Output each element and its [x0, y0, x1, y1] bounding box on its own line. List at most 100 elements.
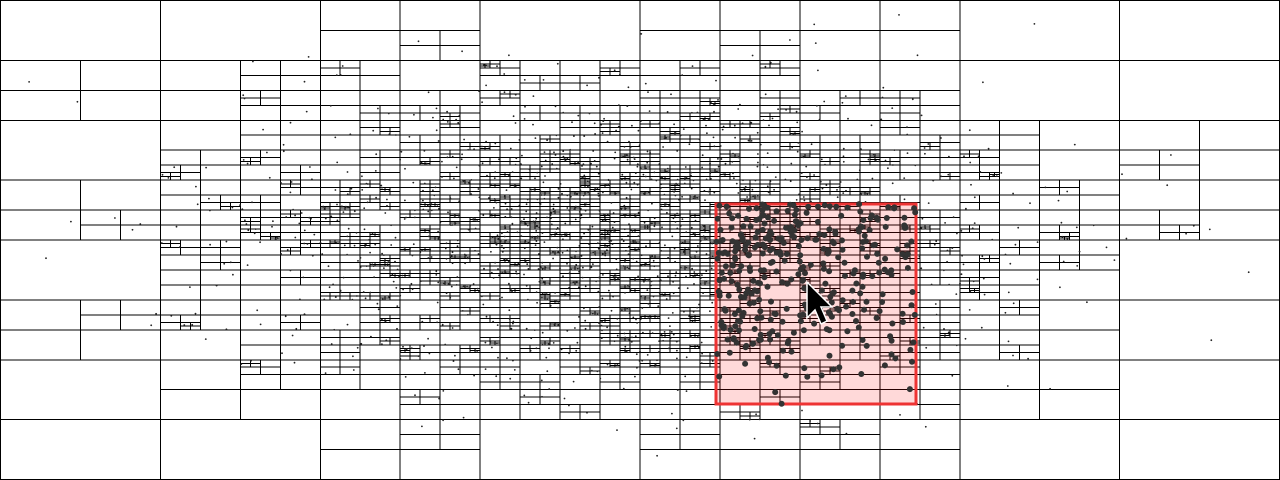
point: [300, 212, 303, 214]
point: [1166, 184, 1169, 187]
point: [903, 177, 906, 180]
point: [713, 110, 715, 113]
point: [403, 218, 406, 220]
selected-point: [777, 251, 784, 258]
point: [580, 255, 583, 257]
selected-point: [749, 340, 756, 347]
point: [557, 324, 560, 327]
point: [652, 259, 655, 262]
point: [580, 214, 583, 217]
selected-point: [756, 296, 763, 303]
point: [486, 174, 488, 177]
point: [160, 242, 163, 244]
point: [554, 292, 556, 294]
point: [308, 216, 311, 219]
point: [587, 228, 590, 231]
point: [573, 135, 575, 138]
point: [561, 192, 563, 195]
point: [246, 162, 249, 165]
point: [514, 122, 517, 124]
point: [341, 205, 343, 208]
point: [495, 375, 498, 378]
point: [634, 215, 637, 217]
selected-point: [888, 271, 895, 278]
selected-point: [842, 272, 848, 279]
point: [642, 173, 645, 176]
point: [645, 245, 647, 248]
point: [1007, 340, 1010, 343]
point: [762, 164, 765, 166]
point: [803, 199, 806, 202]
point: [734, 136, 736, 139]
point: [240, 363, 243, 365]
point: [860, 193, 862, 196]
point: [373, 276, 375, 279]
point: [691, 317, 694, 320]
point: [456, 239, 459, 242]
point: [634, 172, 637, 175]
point: [632, 316, 635, 319]
point: [948, 333, 951, 336]
point: [711, 255, 714, 258]
point: [613, 278, 616, 280]
point: [662, 146, 664, 148]
point: [1059, 286, 1061, 289]
point: [672, 281, 674, 283]
point: [643, 221, 646, 224]
point: [838, 148, 841, 151]
selected-point: [828, 299, 835, 306]
point: [839, 181, 842, 183]
point: [810, 200, 812, 203]
point: [906, 133, 909, 136]
selected-point: [868, 212, 875, 219]
point: [671, 312, 674, 314]
point: [573, 208, 576, 211]
point: [568, 268, 571, 271]
point: [947, 173, 950, 176]
point: [636, 165, 639, 168]
point: [646, 289, 649, 291]
point: [494, 261, 496, 264]
selected-point: [765, 214, 771, 221]
point: [546, 139, 548, 142]
selected-point: [724, 250, 731, 257]
point: [499, 297, 501, 300]
point: [651, 255, 653, 258]
selected-point: [899, 310, 906, 317]
selected-point: [873, 315, 880, 321]
point: [587, 191, 589, 194]
point: [259, 241, 261, 244]
selected-point: [843, 303, 850, 310]
selected-point: [883, 215, 890, 221]
point: [700, 362, 703, 364]
point: [398, 275, 401, 278]
point: [556, 246, 559, 249]
point: [455, 166, 458, 169]
point: [381, 252, 383, 255]
point: [350, 187, 353, 190]
point: [554, 154, 557, 156]
selected-point: [759, 226, 766, 233]
point: [404, 199, 406, 202]
point: [968, 129, 971, 132]
point: [693, 271, 696, 273]
point: [280, 181, 282, 184]
point: [792, 132, 795, 135]
point: [598, 210, 601, 212]
selected-point: [766, 359, 773, 366]
point: [943, 328, 945, 330]
point: [756, 165, 759, 168]
point: [437, 236, 440, 239]
point: [615, 192, 617, 195]
point: [1247, 271, 1250, 274]
point: [481, 101, 483, 104]
point: [381, 186, 383, 189]
point: [524, 260, 527, 263]
point: [593, 160, 596, 162]
point: [525, 327, 528, 330]
point: [572, 380, 575, 383]
point: [244, 219, 246, 222]
selected-point: [735, 307, 742, 314]
point: [920, 114, 923, 117]
